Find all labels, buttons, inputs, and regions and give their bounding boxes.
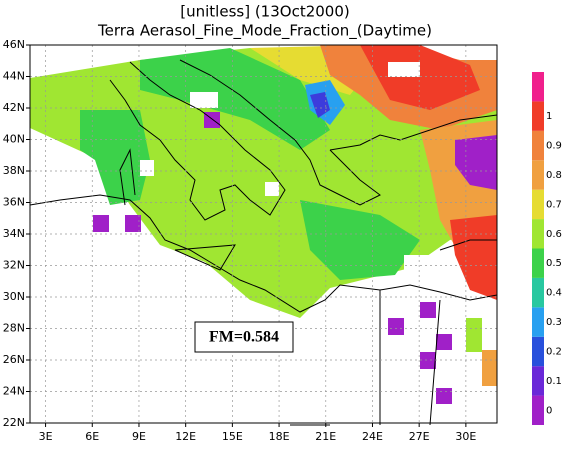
y-tick-label: 46N — [3, 38, 25, 51]
y-tick-label: 44N — [3, 70, 25, 83]
x-tick-label: 15E — [222, 430, 243, 443]
colorbar-swatch — [532, 336, 544, 367]
colorbar-label: 0.4 — [546, 288, 562, 299]
colorbar-swatch — [532, 366, 544, 396]
x-tick-label: 6E — [85, 430, 99, 443]
plot-frame — [29, 44, 498, 424]
y-tick-label: 36N — [3, 196, 25, 209]
colorbar-label: 0.2 — [546, 346, 562, 357]
colorbar-swatch — [532, 72, 544, 102]
x-tick-label: 9E — [132, 430, 146, 443]
field — [30, 45, 497, 404]
colorbar-label: 0.3 — [546, 317, 562, 328]
colorbar-swatch — [532, 277, 544, 308]
y-tick-label: 30N — [3, 290, 25, 303]
axes: 3E 6E 9E 12E 15E 18E 21E 24E 27E 30E 22N 24N 26N 28N 3… — [3, 38, 497, 443]
colorbar-label: 0.1 — [546, 376, 562, 387]
x-tick-label: 21E — [315, 430, 336, 443]
y-tick-label: 22N — [3, 416, 25, 429]
colorbar-swatch — [532, 160, 544, 190]
x-tick-label: 30E — [455, 430, 476, 443]
colorbar-swatch — [532, 395, 544, 425]
y-tick-label: 24N — [3, 385, 25, 398]
annotation: FM=0.584 — [209, 329, 279, 346]
y-tick-label: 40N — [3, 133, 25, 146]
colorbar: 0 0.1 0.2 0.3 0.4 0.5 0.6 0.7 0.8 0.9 1 — [532, 72, 562, 425]
x-tick-label: 24E — [362, 430, 383, 443]
y-tick-label: 42N — [3, 101, 25, 114]
colorbar-swatch — [532, 307, 544, 337]
colorbar-label: 0.7 — [546, 199, 562, 210]
x-tick-label: 3E — [39, 430, 53, 443]
title: [unitless] (13Oct2000) — [180, 3, 349, 21]
annotation-box — [194, 321, 294, 353]
colorbar-label: 0 — [546, 405, 552, 416]
colorbar-swatch — [532, 219, 544, 249]
colorbar-label: 0.6 — [546, 229, 562, 240]
x-tick-label: 27E — [409, 430, 430, 443]
x-tick-label: 18E — [269, 430, 290, 443]
colorbar-label: 0.8 — [546, 170, 562, 181]
y-tick-label: 32N — [3, 259, 25, 272]
colorbar-label: 1 — [546, 111, 552, 122]
colorbar-label: 0.5 — [546, 258, 562, 269]
colorbar-label: 0.9 — [546, 141, 562, 152]
colorbar-swatch — [532, 189, 544, 220]
y-tick-label: 26N — [3, 353, 25, 366]
subtitle: Terra Aerasol_Fine_Mode_Fraction_(Daytim… — [97, 22, 432, 41]
x-tick-label: 12E — [175, 430, 196, 443]
colorbar-swatch — [532, 130, 544, 161]
y-tick-label: 34N — [3, 227, 25, 240]
coastlines — [29, 59, 498, 426]
colorbar-swatch — [532, 101, 544, 131]
y-tick-label: 38N — [3, 164, 25, 177]
y-tick-label: 28N — [3, 322, 25, 335]
colorbar-swatch — [532, 248, 544, 278]
